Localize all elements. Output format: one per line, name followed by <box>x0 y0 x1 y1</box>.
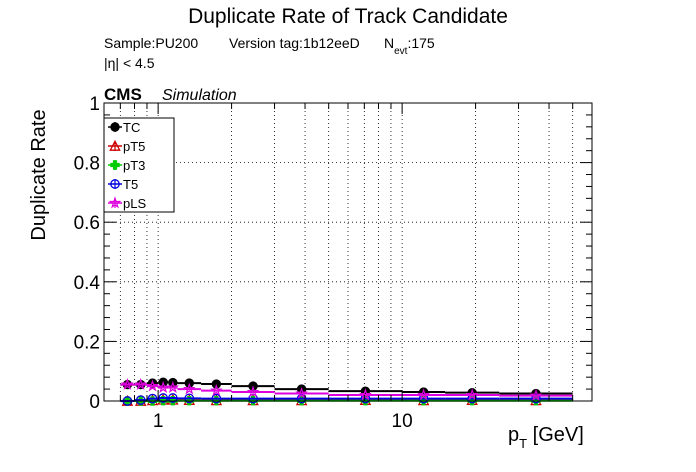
nevt-subscript: evt <box>394 46 408 57</box>
data-point <box>109 139 121 151</box>
legend-label: T5 <box>123 177 138 192</box>
data-point <box>108 196 122 209</box>
y-axis-label: Duplicate Rate <box>28 109 50 240</box>
simulation-label: Simulation <box>162 87 237 104</box>
legend-entry-pt5: pT5 <box>108 139 145 154</box>
legend: TC pT5 pT3 T5 pLS <box>103 117 175 213</box>
y-tick-label: 0.8 <box>74 154 100 175</box>
legend-entry-tc: TC <box>108 120 140 135</box>
data-point <box>531 393 541 404</box>
data-point <box>210 384 223 397</box>
data-point <box>465 388 479 401</box>
y-tick-label: 0 <box>89 392 100 413</box>
data-point <box>182 382 196 395</box>
data-point <box>158 393 169 403</box>
legend-label: pT3 <box>123 158 145 173</box>
legend-entry-t5: T5 <box>108 177 138 192</box>
data-point <box>417 388 431 401</box>
data-point <box>121 377 134 391</box>
data-point <box>529 388 543 402</box>
data-point <box>156 380 170 394</box>
chart-title: Duplicate Rate of Track Candidate <box>188 5 508 28</box>
y-tick-label: 0.2 <box>74 332 100 353</box>
nevt-prefix: N <box>384 35 394 51</box>
data-point <box>184 393 195 404</box>
x-axis-label-main: p <box>508 424 519 446</box>
data-point <box>147 393 158 404</box>
data-point <box>246 385 260 398</box>
data-point <box>211 393 222 404</box>
data-point <box>134 377 148 391</box>
tick-labels: 0 0.2 0.4 0.6 0.8 1 1 10 <box>74 94 413 432</box>
y-tick-label: 1 <box>89 94 100 115</box>
axis-ticks <box>103 102 593 402</box>
grid-lines <box>103 103 593 401</box>
data-point <box>211 379 222 389</box>
sample-label: Sample:PU200 <box>104 35 198 51</box>
data-point <box>167 393 178 403</box>
legend-entry-pls: pLS <box>108 196 146 211</box>
nevt-label: Nevt:175 <box>384 35 435 57</box>
x-axis-label-sub: T <box>519 436 527 451</box>
legend-label: pT5 <box>123 139 145 154</box>
x-tick-label: 10 <box>392 411 413 432</box>
data-point <box>110 122 120 132</box>
data-point <box>166 380 180 394</box>
legend-entry-pt3: pT3 <box>108 158 145 173</box>
y-tick-label: 0.6 <box>74 213 100 234</box>
y-tick-label: 0.4 <box>74 273 101 294</box>
eta-cut-label: |η| < 4.5 <box>104 55 155 71</box>
legend-label: pLS <box>123 196 146 211</box>
nevt-value: :175 <box>407 35 434 51</box>
data-point <box>110 179 120 189</box>
x-tick-label: 1 <box>153 411 164 432</box>
cms-label: CMS <box>104 85 142 104</box>
data-point <box>358 388 372 401</box>
data-point <box>110 160 120 170</box>
series-pls <box>120 377 573 402</box>
legend-label: TC <box>123 120 140 135</box>
x-axis-label: pT [GeV] <box>508 424 584 451</box>
version-label: Version tag:1b12eeD <box>229 35 360 51</box>
x-axis-label-unit: [GeV] <box>527 424 584 446</box>
data-point <box>135 395 146 405</box>
data-point <box>146 379 159 392</box>
data-point <box>295 386 309 399</box>
